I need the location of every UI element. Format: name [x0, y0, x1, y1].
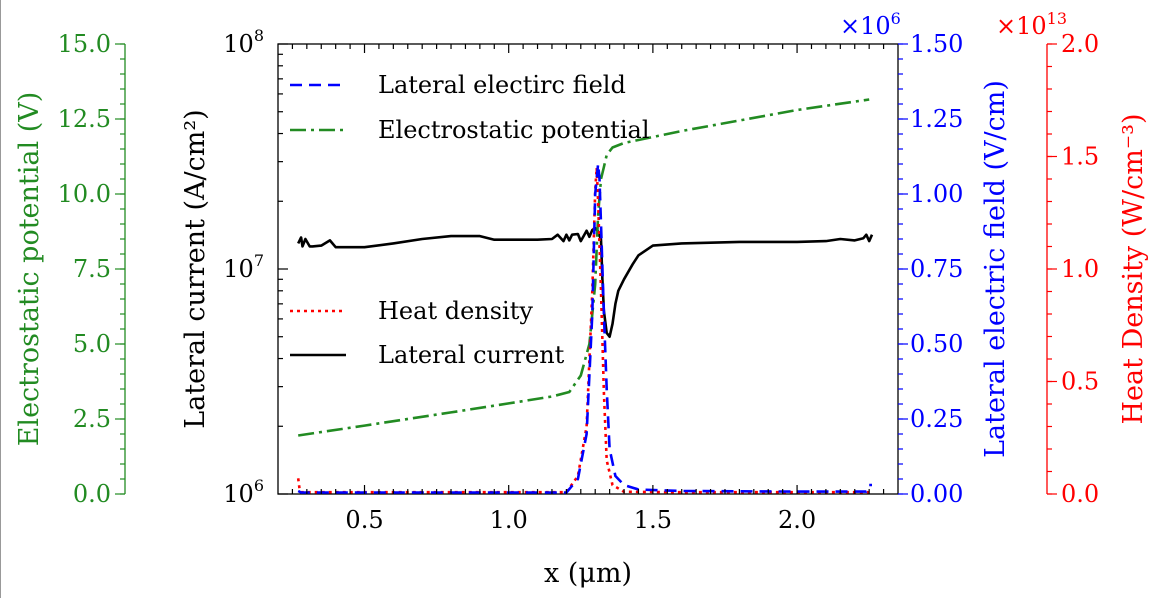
legend-middle: Heat density Lateral current	[290, 297, 565, 369]
x-tick-label: 1.0	[490, 506, 528, 534]
field-axis-multiplier: ×106	[840, 9, 901, 40]
field-axis-ticks: 0.00 0.25 0.50 0.75 1.00 1.25 1.50	[898, 30, 963, 508]
series-layer	[296, 98, 874, 494]
x-tick-label: 0.5	[345, 506, 383, 534]
x-tick-label: 1.5	[634, 506, 672, 534]
potential-axis-title: Electrostatic potential (V)	[14, 92, 45, 447]
heat-axis-ticks: 0.0 0.5 1.0 1.5 2.0	[1047, 30, 1099, 508]
x-axis-title: x (μm)	[544, 558, 632, 589]
x-tick-label: 2.0	[778, 506, 816, 534]
heat-axis-multiplier: ×1013	[996, 9, 1067, 40]
ticks-heat-label: 2.0	[1061, 30, 1099, 58]
ticks-heat-label: 1.0	[1061, 255, 1099, 283]
ticks-field-label: 1.50	[910, 30, 963, 58]
ticks-potential-label: 2.5	[73, 405, 111, 433]
current-axis-ticks: 106 107 108	[223, 26, 288, 508]
heat-axis-title: Heat Density (W/cm⁻³)	[1118, 114, 1149, 425]
ticks-potential-label: 0.0	[73, 480, 111, 508]
ticks-field-label: 1.00	[910, 180, 963, 208]
ticks-potential-label: 5.0	[73, 330, 111, 358]
field-axis-title: Lateral electric field (V/cm)	[980, 80, 1011, 458]
ticks-field-label: 0.25	[910, 405, 963, 433]
ticks-field-label: 0.00	[910, 480, 963, 508]
x-axis-ticks: 0.5 1.0 1.5 2.0	[291, 44, 885, 534]
potential-axis-ticks: 0.0 2.5 5.0 7.5 10.0 12.5 15.0	[58, 30, 125, 508]
series-line-current	[297, 226, 874, 339]
legend-upper: Lateral electirc field Electrostatic pot…	[290, 71, 650, 144]
current-tick-label: 107	[223, 251, 264, 283]
ticks-field-label: 0.50	[910, 330, 963, 358]
ticks-heat-label: 0.5	[1061, 368, 1099, 396]
ticks-potential-label: 15.0	[58, 30, 111, 58]
ticks-potential-label: 7.5	[73, 255, 111, 283]
current-tick-label: 108	[223, 26, 264, 58]
legend-label-potential: Electrostatic potential	[378, 116, 650, 144]
series-line-potential	[298, 98, 870, 437]
series-line-heat	[296, 166, 870, 494]
ticks-heat-label: 0.0	[1061, 480, 1099, 508]
ticks-field-label: 1.25	[910, 105, 963, 133]
ticks-heat-label: 1.5	[1061, 143, 1099, 171]
ticks-potential-label: 10.0	[58, 180, 111, 208]
legend-label-heat: Heat density	[378, 297, 533, 325]
ticks-field-label: 0.75	[910, 255, 963, 283]
legend-label-field: Lateral electirc field	[378, 71, 626, 99]
current-axis-title: Lateral current (A/cm²)	[180, 109, 211, 428]
current-tick-label: 106	[223, 476, 264, 508]
ticks-potential-label: 12.5	[58, 105, 111, 133]
legend-label-current: Lateral current	[378, 341, 565, 369]
